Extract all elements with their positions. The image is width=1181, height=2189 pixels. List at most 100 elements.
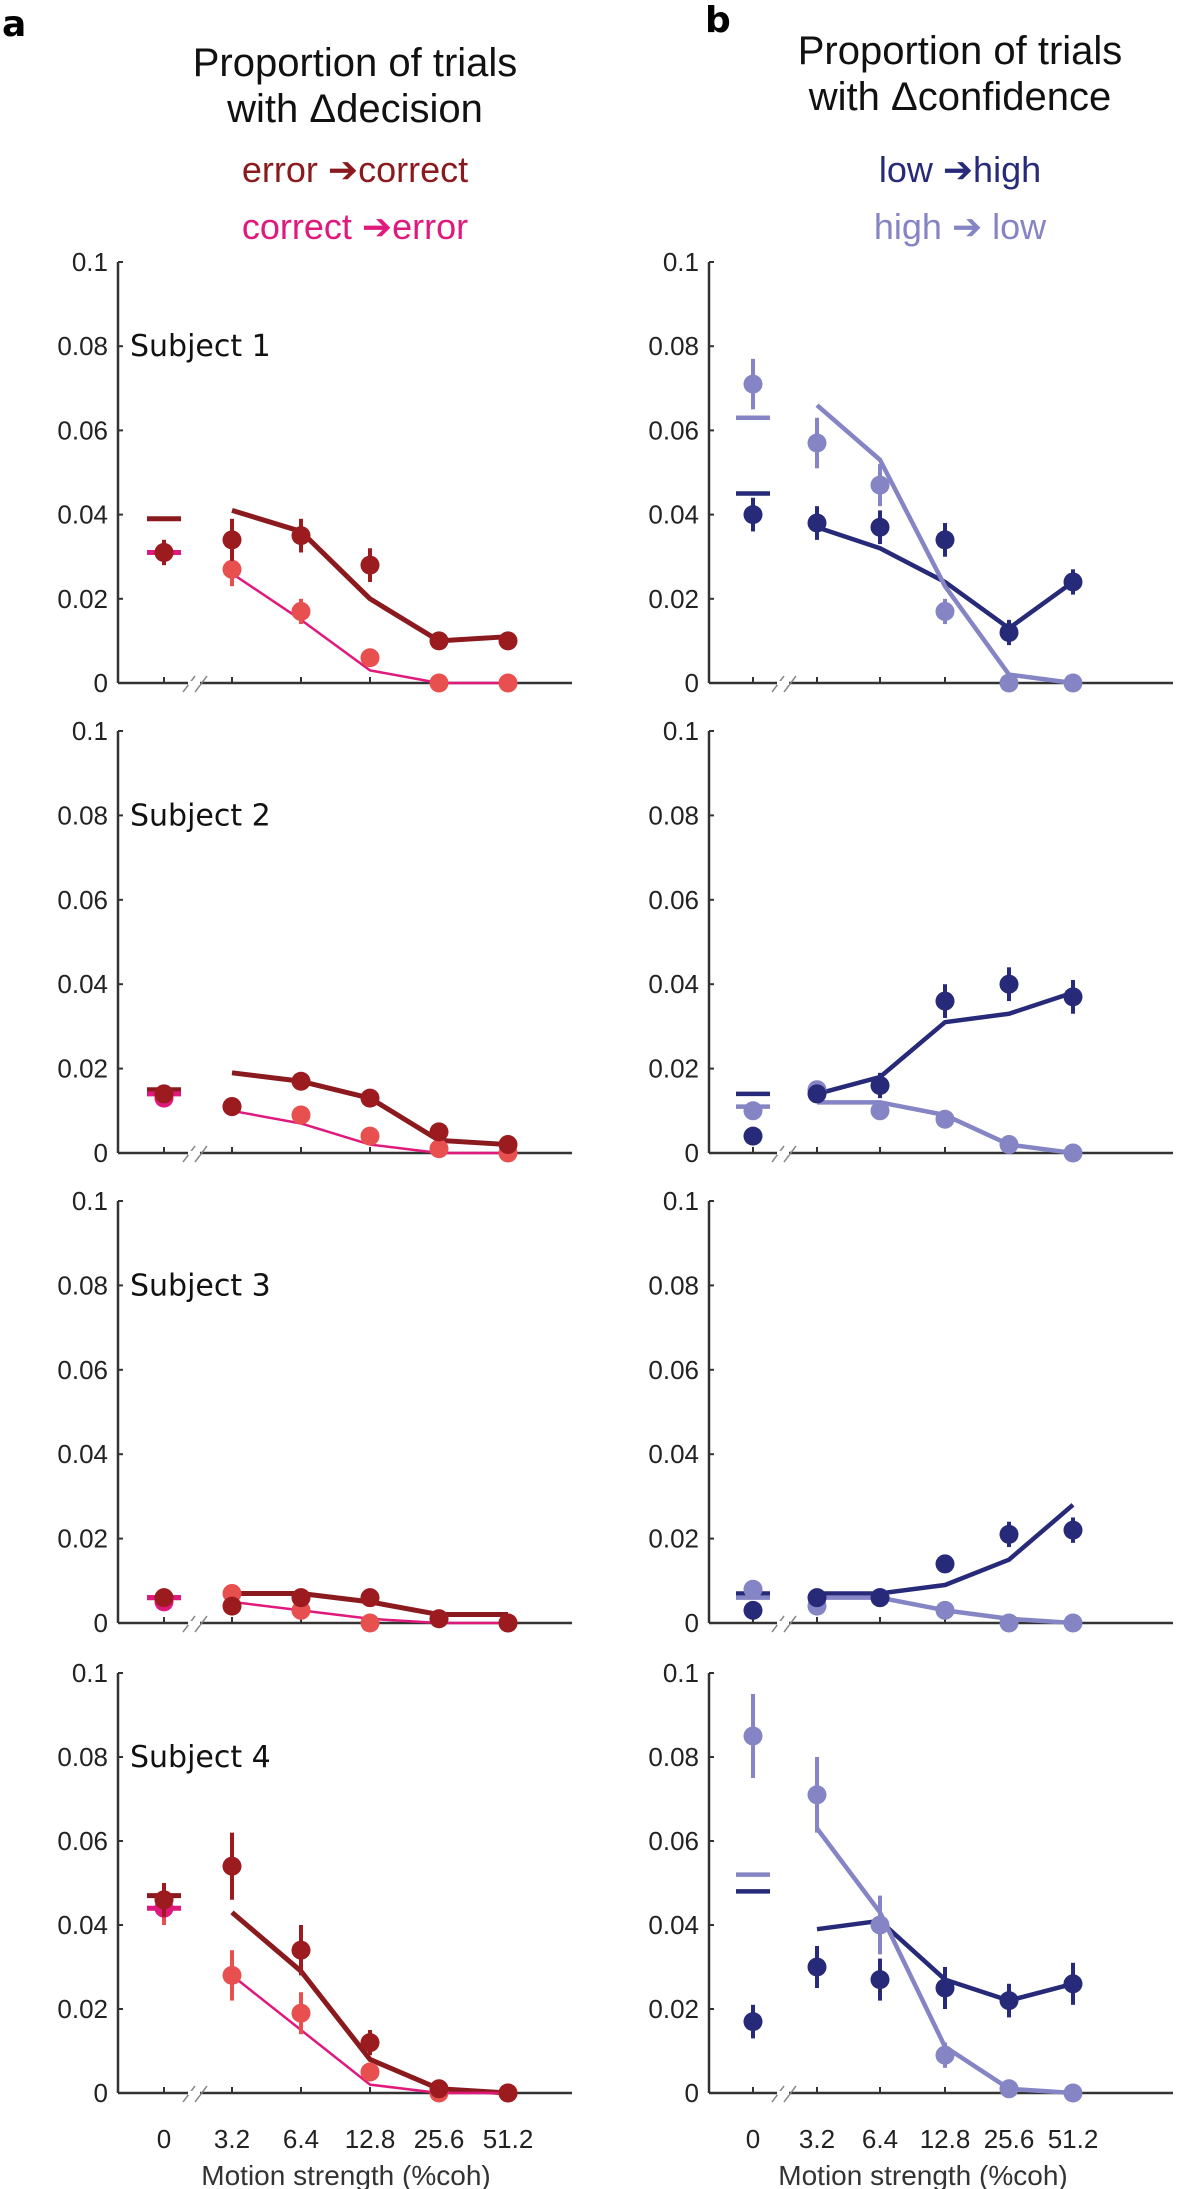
axis-break-mark <box>194 675 208 693</box>
y-tick-label: 0 <box>685 1608 699 1638</box>
data-point <box>291 601 311 621</box>
data-point <box>870 517 890 537</box>
data-point <box>360 1126 380 1146</box>
data-point <box>291 2003 311 2023</box>
y-tick-label: 0.02 <box>57 584 108 614</box>
data-point <box>222 1097 242 1117</box>
data-point <box>291 1588 311 1608</box>
data-point <box>935 1978 955 1998</box>
y-tick-label: 0 <box>94 668 108 698</box>
data-point <box>154 1084 174 1104</box>
x-axis-label: Motion strength (%coh) <box>778 2160 1067 2189</box>
data-point <box>498 1135 518 1155</box>
legend-low-to-high: low ➔high <box>878 149 1042 190</box>
data-point <box>360 555 380 575</box>
data-point <box>1063 987 1083 1007</box>
data-point <box>935 1554 955 1574</box>
y-tick-label: 0 <box>94 2078 108 2108</box>
data-point <box>360 1088 380 1108</box>
x-tick-label: 3.2 <box>214 2124 250 2154</box>
column-a-title-line1: Proportion of trials <box>192 41 518 85</box>
y-tick-label: 0.02 <box>648 1994 699 2024</box>
model-line <box>815 403 1074 686</box>
subplot-subject-1-b: 0 0.02 0.04 0.06 0.08 0.1 <box>648 247 1173 698</box>
subplot-subject-3-a: 0 0.02 0.04 0.06 0.08 0.1 Subject 3 <box>57 1186 572 1638</box>
y-tick-label: 0.04 <box>57 1910 108 1940</box>
data-point <box>291 1105 311 1125</box>
y-tick-label: 0 <box>685 2078 699 2108</box>
data-point <box>1063 1520 1083 1540</box>
y-tick-label: 0.1 <box>72 247 108 277</box>
data-point <box>935 2045 955 2065</box>
data-point <box>291 1071 311 1091</box>
y-tick-label: 0.08 <box>57 1270 108 1300</box>
data-point <box>743 1101 763 1121</box>
column-b-title-line2: with Δconfidence <box>808 75 1112 119</box>
data-point <box>743 1579 763 1599</box>
data-point <box>807 1084 827 1104</box>
data-point <box>429 2079 449 2099</box>
y-tick-label: 0 <box>94 1138 108 1168</box>
data-point <box>1063 2083 1083 2103</box>
model-line <box>231 507 509 644</box>
data-point <box>1063 572 1083 592</box>
model-line <box>231 572 508 685</box>
y-tick-label: 0.06 <box>648 1826 699 1856</box>
data-point <box>222 1965 242 1985</box>
x-tick-label: 6.4 <box>283 2124 319 2154</box>
y-tick-label: 0.06 <box>57 415 108 445</box>
axis-break-mark <box>783 675 797 693</box>
data-point <box>222 559 242 579</box>
model-line <box>817 1503 1075 1596</box>
data-point <box>999 974 1019 994</box>
x-tick-label: 3.2 <box>799 2124 835 2154</box>
column-b-title-line1: Proportion of trials <box>797 29 1123 73</box>
subplot-subject-4-a: 0 0.02 0.04 0.06 0.08 0.1 Subject 4 0 3.2 6.4 12.8… <box>57 1658 572 2189</box>
data-point <box>360 1588 380 1608</box>
axis-break-mark <box>194 1615 208 1633</box>
subplot-subject-1-a: 0 0.02 0.04 0.06 0.08 0.1 Subject 1 <box>57 247 572 698</box>
y-tick-label: 0.02 <box>57 1054 108 1084</box>
y-tick-label: 0.04 <box>648 1439 699 1469</box>
data-point <box>360 2062 380 2082</box>
y-tick-label: 0.06 <box>648 1355 699 1385</box>
column-b-title: Proportion of trials with Δconfidence <box>740 28 1180 120</box>
data-point <box>1063 673 1083 693</box>
data-point <box>870 1970 890 1990</box>
y-tick-label: 0.06 <box>57 885 108 915</box>
y-tick-label: 0.02 <box>57 1994 108 2024</box>
data-point <box>1063 1974 1083 1994</box>
data-point <box>498 631 518 651</box>
y-tick-label: 0.08 <box>648 331 699 361</box>
y-tick-label: 0.02 <box>648 584 699 614</box>
x-tick-label: 0 <box>157 2124 171 2154</box>
y-tick-label: 0.04 <box>57 1439 108 1469</box>
data-point <box>870 1101 890 1121</box>
legend-correct-to-error: correct ➔error <box>241 206 469 247</box>
data-point <box>743 1600 763 1620</box>
data-point <box>743 505 763 525</box>
y-tick-label: 0.02 <box>57 1524 108 1554</box>
x-tick-label: 25.6 <box>414 2124 465 2154</box>
subplot-subject-3-b: 0 0.02 0.04 0.06 0.08 0.1 <box>648 1186 1173 1638</box>
y-tick-label: 0.1 <box>663 1186 699 1216</box>
data-point <box>498 1613 518 1633</box>
data-point <box>222 1596 242 1616</box>
data-point <box>807 1588 827 1608</box>
y-tick-label: 0.02 <box>648 1524 699 1554</box>
data-point <box>870 1915 890 1935</box>
y-tick-label: 0.1 <box>72 716 108 746</box>
x-tick-label: 25.6 <box>984 2124 1035 2154</box>
axis-break-mark <box>194 2085 208 2103</box>
column-a-title: Proportion of trials with Δdecision <box>120 40 590 132</box>
x-axis-label: Motion strength (%coh) <box>201 2160 490 2189</box>
data-point <box>999 1135 1019 1155</box>
subject-label: Subject 1 <box>130 329 271 364</box>
data-point <box>291 1940 311 1960</box>
data-point <box>222 1856 242 1876</box>
data-point <box>429 1139 449 1159</box>
x-tick-label: 51.2 <box>483 2124 534 2154</box>
data-point <box>807 1957 827 1977</box>
model-line <box>230 1910 509 2096</box>
y-tick-label: 0.04 <box>648 969 699 999</box>
